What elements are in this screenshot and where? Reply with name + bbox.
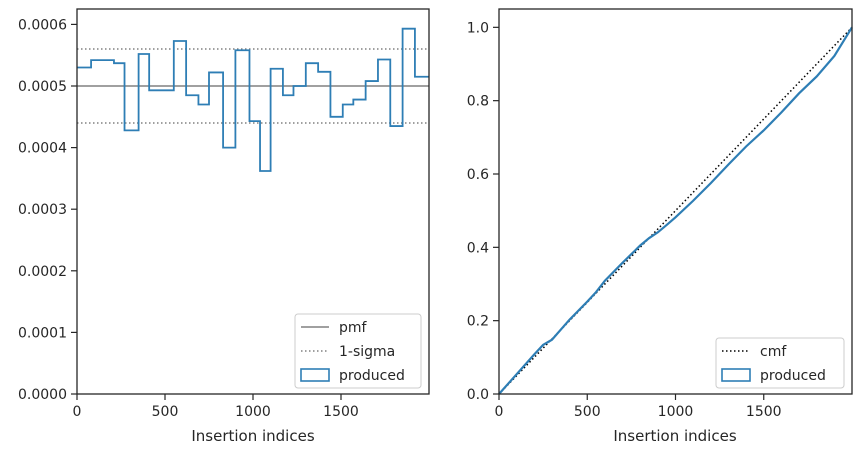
y-tick-label: 0.0004 (18, 141, 67, 157)
x-tick-label: 1500 (746, 404, 782, 420)
y-tick-label: 0.4 (467, 240, 489, 256)
legend-label: pmf (339, 320, 368, 336)
axes-frame (498, 8, 853, 395)
legend-entry: pmf (301, 320, 368, 336)
legend-entry: produced (721, 368, 826, 384)
x-tick-label: 0 (495, 404, 504, 420)
y-tick-label: 0.0002 (18, 264, 67, 280)
legend-handle (721, 368, 751, 382)
y-tick-label: 1.0 (467, 20, 489, 36)
cmf-cumulative-panel: 0 500 1000 1500 0.0 0.2 0.4 0.6 0.8 1.0 Insertion… (467, 8, 853, 445)
y-tick-label: 0.6 (467, 167, 489, 183)
legend-entry: cmf (722, 344, 787, 360)
y-tick-label: 0.0005 (18, 79, 67, 95)
x-tick-label: 500 (152, 404, 179, 420)
produced-cumulative-line (498, 26, 853, 395)
legend-label: produced (339, 368, 405, 384)
y-tick-label: 0.8 (467, 94, 489, 110)
legend: cmf produced (715, 337, 845, 389)
legend-label: produced (760, 368, 826, 384)
pmf-histogram-panel: 0 500 1000 1500 0.0000 0.0001 0.0002 0.0003 0.00… (18, 8, 430, 445)
x-axis-label: Insertion indices (191, 427, 314, 445)
plot-area (498, 26, 853, 395)
y-tick-label: 0.0001 (18, 325, 67, 341)
produced-histogram-step (77, 27, 429, 172)
x-tick-label: 1000 (658, 404, 694, 420)
x-tick-label: 1000 (235, 404, 271, 420)
x-tick-label: 1500 (323, 404, 359, 420)
legend-label: 1-sigma (339, 344, 395, 360)
y-tick-label: 0.0003 (18, 202, 67, 218)
axis-ticks: 0 500 1000 1500 0.0 0.2 0.4 0.6 0.8 1.0 (467, 20, 782, 420)
x-axis-label: Insertion indices (613, 427, 736, 445)
legend-label: cmf (760, 344, 787, 360)
axis-ticks: 0 500 1000 1500 0.0000 0.0001 0.0002 0.0003 0.00… (18, 17, 359, 420)
legend-entry: 1-sigma (301, 344, 395, 360)
legend: pmf 1-sigma produced (294, 313, 422, 389)
y-tick-label: 0.0 (467, 387, 489, 403)
legend-entry: produced (300, 368, 405, 384)
x-tick-label: 0 (73, 404, 82, 420)
y-tick-label: 0.0000 (18, 387, 67, 403)
y-tick-label: 0.0006 (18, 17, 67, 33)
y-tick-label: 0.2 (467, 314, 489, 330)
legend-handle (300, 368, 330, 382)
x-tick-label: 500 (574, 404, 601, 420)
legend-box (715, 337, 845, 389)
plot-area (77, 27, 429, 172)
